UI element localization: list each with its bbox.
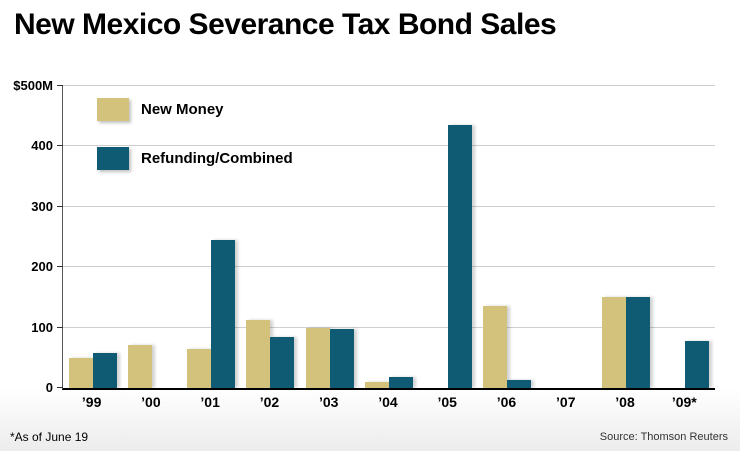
bar-new-money	[127, 344, 152, 388]
bar-refunding-combined	[270, 336, 295, 388]
bar-group	[182, 86, 241, 388]
bar-group	[656, 86, 715, 388]
gridline	[63, 205, 715, 207]
x-tick-label: ’05	[437, 394, 457, 410]
gridline	[63, 266, 715, 268]
bar-new-money	[602, 297, 627, 388]
bar-refunding-combined	[448, 125, 473, 388]
bar-new-money	[483, 306, 508, 388]
gridline	[63, 326, 715, 328]
x-tick-label: ’08	[615, 394, 635, 410]
bar-group	[300, 86, 359, 388]
bar-new-money	[305, 327, 330, 388]
legend-item-refunding: Refunding/Combined	[97, 147, 293, 170]
bar-refunding-combined	[507, 380, 532, 388]
x-tick-label: ’99	[81, 394, 102, 410]
x-tick-label: ’07	[556, 394, 576, 410]
bar-group	[596, 86, 655, 388]
x-tick-label: ’00	[141, 394, 161, 410]
source-credit: Source: Thomson Reuters	[599, 431, 728, 443]
y-tick-label: 0	[45, 380, 53, 395]
bar-refunding-combined	[626, 297, 651, 388]
bar-refunding-combined	[211, 240, 236, 388]
bar-new-money	[364, 381, 389, 388]
y-tick-label: 300	[31, 198, 53, 214]
bar-refunding-combined	[92, 352, 117, 388]
bar-groups	[63, 86, 715, 388]
y-tick-mark	[57, 387, 63, 388]
bar-group	[537, 86, 596, 388]
bar-refunding-combined	[388, 377, 413, 388]
bar-group	[241, 86, 300, 388]
y-tick-label: 200	[31, 259, 53, 275]
y-tick-label: 400	[31, 138, 53, 154]
bar-new-money	[68, 357, 93, 388]
legend-label-new-money: New Money	[141, 101, 224, 118]
bar-refunding-combined	[685, 340, 710, 388]
x-tick-label: ’06	[496, 394, 517, 410]
x-tick-label: ’09*	[671, 394, 697, 410]
y-tick-label: 100	[31, 319, 53, 335]
legend-item-new-money: New Money	[97, 98, 293, 121]
legend-label-refunding: Refunding/Combined	[141, 150, 293, 167]
gridline	[63, 145, 715, 147]
y-tick-mark	[57, 266, 63, 268]
bar-refunding-combined	[329, 328, 354, 388]
bar-new-money	[187, 348, 212, 388]
bar-group	[478, 86, 537, 388]
footnote: *As of June 19	[10, 430, 89, 444]
legend-swatch-refunding	[97, 147, 129, 170]
y-tick-label: $500M	[13, 78, 53, 93]
x-tick-label: ’02	[259, 394, 280, 410]
y-tick-mark	[57, 85, 63, 86]
bar-group	[122, 86, 181, 388]
legend-swatch-new-money	[97, 98, 129, 121]
chart-title: New Mexico Severance Tax Bond Sales	[14, 8, 557, 41]
bar-group	[359, 86, 418, 388]
x-tick-label: ’01	[200, 394, 220, 410]
bar-group	[63, 86, 122, 388]
legend: New Money Refunding/Combined	[97, 98, 293, 196]
bar-group	[419, 86, 478, 388]
bar-new-money	[246, 320, 271, 388]
x-tick-label: ’03	[318, 394, 339, 410]
y-tick-mark	[57, 145, 63, 147]
gridline	[63, 85, 715, 86]
y-tick-mark	[57, 326, 63, 328]
x-tick-label: ’04	[378, 394, 398, 410]
y-tick-mark	[57, 205, 63, 207]
plot-area: New Money Refunding/Combined 0 100 200 300 4…	[13, 79, 715, 395]
x-axis-labels: ’99 ’00 ’01 ’02 ’03 ’04 ’05 ’06 ’07 ’08 ’09*	[62, 394, 714, 410]
